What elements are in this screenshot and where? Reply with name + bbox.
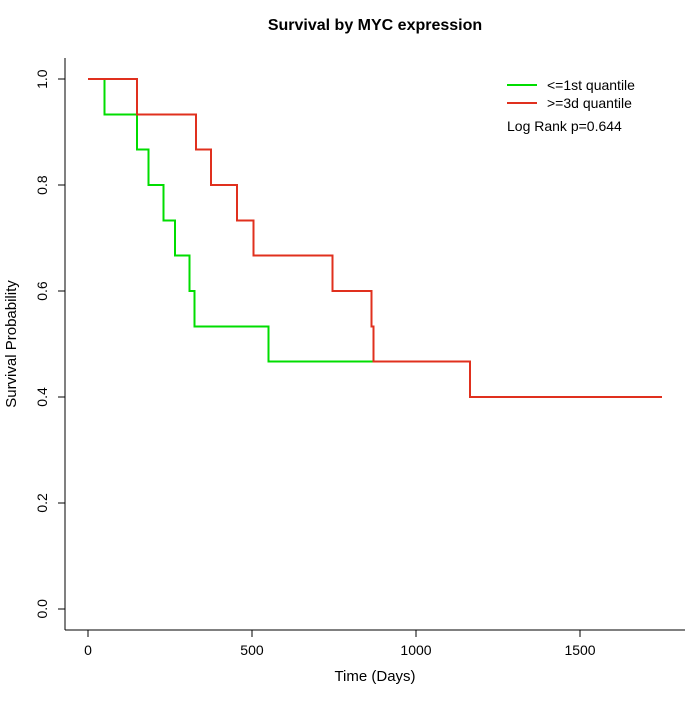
legend: <=1st quantile >=3d quantile Log Rank p=… — [507, 77, 635, 134]
x-axis-tick-label: 500 — [240, 642, 264, 658]
y-axis-tick-label: 0.0 — [34, 599, 50, 619]
plot-axes: 0 500 1000 1500 0.0 0.2 0.4 0.6 0.8 1.0 — [34, 58, 685, 658]
plot-area — [88, 78, 662, 398]
y-axis-tick-label: 0.4 — [34, 387, 50, 407]
y-axis-tick-label: 0.8 — [34, 175, 50, 195]
y-axis-tick-label: 0.2 — [34, 493, 50, 513]
x-axis-label: Time (Days) — [334, 668, 415, 685]
y-axis-tick-label: 1.0 — [34, 69, 50, 89]
km-curve-le-1st-quantile — [88, 78, 482, 398]
x-axis-tick-label: 0 — [84, 642, 92, 658]
x-axis-tick-label: 1000 — [400, 642, 431, 658]
legend-label-3d-quantile: >=3d quantile — [547, 95, 632, 111]
x-axis-tick-label: 1500 — [564, 642, 595, 658]
y-axis-label: Survival Probability — [3, 280, 20, 408]
km-curve-ge-3d-quantile — [88, 78, 662, 398]
legend-label-1st-quantile: <=1st quantile — [547, 77, 635, 93]
y-axis-tick-label: 0.6 — [34, 281, 50, 301]
log-rank-p-value: Log Rank p=0.644 — [507, 118, 622, 134]
chart-title: Survival by MYC expression — [268, 17, 482, 34]
